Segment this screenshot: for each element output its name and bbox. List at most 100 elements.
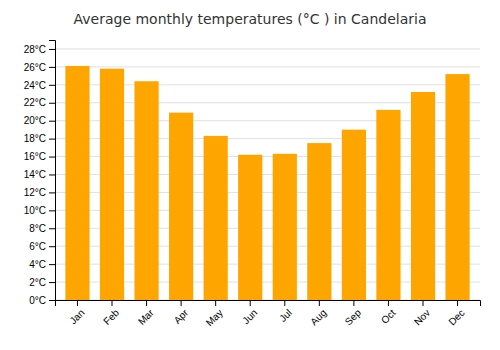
y-tick-label: 0°C <box>29 295 46 306</box>
y-tick-mark <box>49 49 55 50</box>
x-tick: Mar <box>136 300 156 327</box>
y-tick-mark <box>49 85 55 86</box>
x-tick-label: Dec <box>446 307 466 327</box>
y-tick-label: 14°C <box>24 169 46 180</box>
bar <box>342 130 366 300</box>
y-tick: 22°C <box>24 97 55 108</box>
y-tick-mark <box>49 210 55 211</box>
x-axis-line <box>56 301 481 307</box>
x-tick-mark <box>77 300 78 306</box>
x-tick-mark <box>181 300 182 306</box>
y-tick: 24°C <box>24 80 55 91</box>
x-tick: Jan <box>67 300 86 326</box>
x-tick-label: Jul <box>277 307 294 324</box>
bar <box>445 74 469 300</box>
x-tick: Jun <box>240 300 259 326</box>
y-tick-label: 12°C <box>24 187 46 198</box>
y-tick-mark <box>49 103 55 104</box>
x-tick-mark <box>422 300 423 306</box>
y-tick-mark <box>49 67 55 68</box>
y-tick: 12°C <box>24 187 55 198</box>
chart-svg: 0°C 2°C 4°C 6°C 8°C 10°C 12°C 14°C 16°C 18°C 20°C 2… <box>0 0 500 350</box>
y-tick-label: 2°C <box>29 277 46 288</box>
x-tick-mark <box>250 300 251 306</box>
y-tick: 4°C <box>29 259 55 270</box>
bar <box>65 66 89 300</box>
x-tick: Sep <box>343 300 364 327</box>
bar <box>238 155 262 300</box>
x-tick-label: Sep <box>343 307 364 328</box>
x-tick: Jul <box>277 300 294 324</box>
x-tick-label: Apr <box>172 307 191 326</box>
y-axis-line <box>49 41 56 301</box>
y-tick: 18°C <box>24 133 55 144</box>
x-tick-mark <box>457 300 458 306</box>
x-tick: Feb <box>101 300 121 327</box>
bar <box>169 113 193 300</box>
bar <box>376 110 400 300</box>
y-tick: 20°C <box>24 115 55 126</box>
x-tick: Apr <box>172 300 191 326</box>
x-tick-label: Mar <box>136 307 156 327</box>
y-tick: 2°C <box>29 277 55 288</box>
grid-line <box>55 66 480 67</box>
y-tick-label: 16°C <box>24 151 46 162</box>
y-tick-label: 28°C <box>24 44 46 55</box>
y-tick-mark <box>49 228 55 229</box>
x-tick-mark <box>146 300 147 306</box>
y-tick-label: 18°C <box>24 133 46 144</box>
grid-line <box>55 48 480 49</box>
bar <box>307 143 331 300</box>
y-tick-mark <box>49 157 55 158</box>
x-tick-mark <box>388 300 389 306</box>
y-tick-mark <box>49 300 55 301</box>
y-tick-mark <box>49 139 55 140</box>
x-tick: Nov <box>412 300 432 327</box>
x-tick-label: May <box>204 307 225 328</box>
y-tick: 0°C <box>29 295 55 306</box>
y-tick-mark <box>49 174 55 175</box>
grid <box>55 49 480 300</box>
y-tick-label: 6°C <box>29 241 46 252</box>
chart-container: 0°C 2°C 4°C 6°C 8°C 10°C 12°C 14°C 16°C 18°C 20°C 2… <box>0 0 500 350</box>
x-tick: Aug <box>308 300 328 327</box>
y-tick-mark <box>49 192 55 193</box>
y-tick-label: 26°C <box>24 62 46 73</box>
x-tick-mark <box>319 300 320 306</box>
x-tick: Dec <box>446 300 466 327</box>
y-tick-label: 22°C <box>24 97 46 108</box>
y-tick-label: 10°C <box>24 205 46 216</box>
bar <box>411 92 435 300</box>
bar <box>204 136 228 300</box>
x-tick-label: Oct <box>379 307 398 326</box>
x-axis: Jan Feb Mar Apr May Jun Jul Aug Sep Oct Nov Dec <box>56 300 481 328</box>
bar <box>100 69 124 300</box>
bars <box>65 66 469 300</box>
x-tick-mark <box>215 300 216 306</box>
y-tick: 26°C <box>24 62 55 73</box>
y-tick-mark <box>49 121 55 122</box>
x-tick: Oct <box>379 300 398 326</box>
y-tick: 28°C <box>24 44 55 55</box>
y-tick-label: 8°C <box>29 223 46 234</box>
y-tick: 14°C <box>24 169 55 180</box>
y-tick-label: 20°C <box>24 115 46 126</box>
y-tick: 6°C <box>29 241 55 252</box>
plot: 0°C 2°C 4°C 6°C 8°C 10°C 12°C 14°C 16°C 18°C 20°C 2… <box>24 41 481 329</box>
y-axis: 0°C 2°C 4°C 6°C 8°C 10°C 12°C 14°C 16°C 18°C 20°C 2… <box>24 41 56 306</box>
x-tick-label: Nov <box>412 307 432 327</box>
y-tick-mark <box>49 246 55 247</box>
title: Average monthly temperatures (°C ) in Ca… <box>74 11 427 27</box>
x-tick-label: Jan <box>67 307 86 326</box>
y-tick: 8°C <box>29 223 55 234</box>
x-tick-mark <box>353 300 354 306</box>
bar <box>273 154 297 300</box>
x-tick-label: Feb <box>101 307 121 327</box>
y-tick: 16°C <box>24 151 55 162</box>
y-tick-label: 24°C <box>24 80 46 91</box>
bar <box>134 81 158 300</box>
x-tick: May <box>204 300 225 328</box>
x-tick-mark <box>284 300 285 306</box>
x-tick-label: Aug <box>308 307 328 327</box>
y-tick-label: 4°C <box>29 259 46 270</box>
